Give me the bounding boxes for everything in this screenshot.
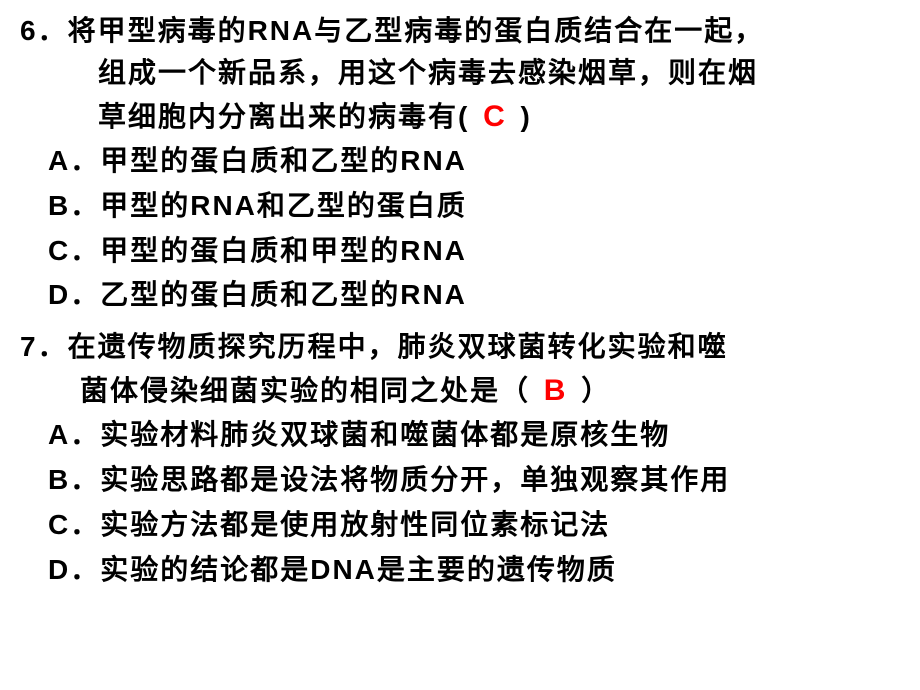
option-label-b: B．: [48, 190, 100, 221]
question-7-option-c: C．实验方法都是使用放射性同位素标记法: [20, 503, 900, 548]
option-text-c: 甲型的蛋白质和甲型的RNA: [100, 235, 467, 266]
question-7-number: 7．: [20, 331, 68, 362]
question-7: 7．在遗传物质探究历程中，肺炎双球菌转化实验和噬 菌体侵染细菌实验的相同之处是（…: [20, 326, 900, 592]
option-text-b: 实验思路都是设法将物质分开，单独观察其作用: [100, 464, 730, 495]
question-6-stem-line2: 组成一个新品系，用这个病毒去感染烟草，则在烟: [20, 52, 900, 94]
option-label-c: C．: [48, 235, 100, 266]
question-7-stem-line1: 7．在遗传物质探究历程中，肺炎双球菌转化实验和噬: [20, 326, 900, 368]
question-6-stem-line3: 草细胞内分离出来的病毒有( C ): [20, 94, 900, 139]
question-6-stem3-before: 草细胞内分离出来的病毒有(: [98, 101, 479, 132]
question-7-stem2-before: 菌体侵染细菌实验的相同之处是（: [80, 375, 540, 406]
question-6-option-a: A．甲型的蛋白质和乙型的RNA: [20, 139, 900, 184]
option-text-c: 实验方法都是使用放射性同位素标记法: [100, 509, 610, 540]
question-6-option-c: C．甲型的蛋白质和甲型的RNA: [20, 229, 900, 274]
option-label-d: D．: [48, 279, 100, 310]
question-6-stem1: 将甲型病毒的RNA与乙型病毒的蛋白质结合在一起，: [68, 15, 765, 46]
question-6-option-d: D．乙型的蛋白质和乙型的RNA: [20, 273, 900, 318]
question-7-option-b: B．实验思路都是设法将物质分开，单独观察其作用: [20, 458, 900, 503]
option-text-d: 乙型的蛋白质和乙型的RNA: [100, 279, 467, 310]
option-text-a: 甲型的蛋白质和乙型的RNA: [100, 145, 467, 176]
question-7-answer: B: [540, 374, 572, 407]
option-label-b: B．: [48, 464, 100, 495]
question-6-stem-line1: 6．将甲型病毒的RNA与乙型病毒的蛋白质结合在一起，: [20, 10, 900, 52]
question-6-stem3-after: ): [511, 101, 532, 132]
option-text-d: 实验的结论都是DNA是主要的遗传物质: [100, 554, 617, 585]
question-6-option-b: B．甲型的RNA和乙型的蛋白质: [20, 184, 900, 229]
question-7-stem1: 在遗传物质探究历程中，肺炎双球菌转化实验和噬: [68, 331, 728, 362]
question-6-number: 6．: [20, 15, 68, 46]
option-label-a: A．: [48, 145, 100, 176]
option-label-c: C．: [48, 509, 100, 540]
question-7-option-a: A．实验材料肺炎双球菌和噬菌体都是原核生物: [20, 413, 900, 458]
question-7-stem-line2: 菌体侵染细菌实验的相同之处是（ B ）: [20, 368, 900, 413]
question-6: 6．将甲型病毒的RNA与乙型病毒的蛋白质结合在一起， 组成一个新品系，用这个病毒…: [20, 10, 900, 318]
question-6-answer: C: [479, 100, 511, 133]
option-text-a: 实验材料肺炎双球菌和噬菌体都是原核生物: [100, 419, 670, 450]
question-7-option-d: D．实验的结论都是DNA是主要的遗传物质: [20, 548, 900, 593]
question-7-stem2-after: ）: [571, 375, 611, 406]
option-label-a: A．: [48, 419, 100, 450]
option-label-d: D．: [48, 554, 100, 585]
option-text-b: 甲型的RNA和乙型的蛋白质: [100, 190, 467, 221]
